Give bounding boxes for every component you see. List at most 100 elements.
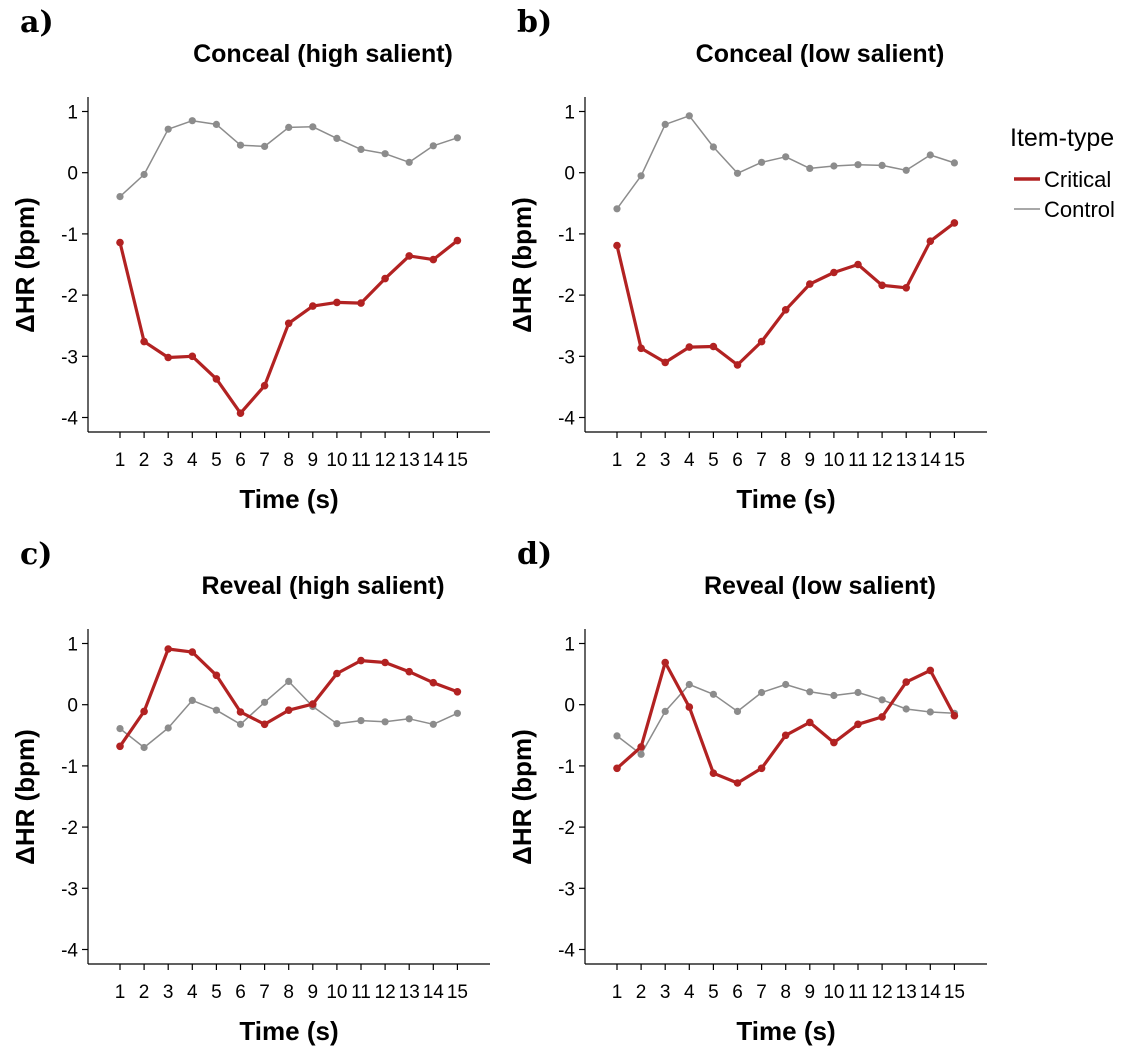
y-tick-label: -2 bbox=[558, 818, 575, 839]
panel-title: Reveal (high salient) bbox=[201, 572, 444, 600]
y-tick-label: -1 bbox=[558, 225, 575, 246]
panel-3: c)Reveal (high salient)10-1-2-3-41 2 3 4 5 6 7… bbox=[10, 537, 490, 1046]
data-point-critical bbox=[381, 274, 389, 283]
data-point-control bbox=[164, 125, 172, 133]
data-point-control bbox=[285, 123, 293, 131]
series-line-control bbox=[616, 683, 955, 756]
panel-1: a)Conceal (high salient)10-1-2-3-41 2 3 4 5 6… bbox=[10, 5, 490, 514]
x-tick-label: 5 bbox=[211, 450, 222, 471]
data-point-control bbox=[733, 707, 742, 715]
x-tick-label: 11 bbox=[351, 982, 371, 1003]
data-point-control bbox=[405, 715, 413, 723]
series-critical bbox=[116, 645, 462, 751]
data-point-control bbox=[116, 193, 124, 201]
data-point-critical bbox=[637, 743, 645, 751]
x-tick-label: 2 bbox=[139, 450, 150, 471]
data-point-control bbox=[188, 696, 196, 704]
data-point-control bbox=[212, 706, 220, 714]
y-tick-label: -3 bbox=[61, 879, 78, 900]
data-point-control bbox=[405, 158, 413, 166]
y-tick-label: 1 bbox=[564, 103, 575, 124]
x-tick-label: 1 bbox=[612, 982, 623, 1003]
x-axis-title: Time (s) bbox=[736, 484, 835, 514]
x-tick-label: 3 bbox=[163, 450, 174, 471]
panel-title: Reveal (low salient) bbox=[704, 572, 936, 600]
data-point-critical bbox=[950, 711, 959, 720]
data-point-critical bbox=[878, 713, 886, 721]
x-tick-label: 7 bbox=[756, 450, 767, 471]
data-point-critical bbox=[140, 337, 148, 346]
data-point-critical bbox=[709, 769, 718, 777]
legend: Item-type Critical Control bbox=[1010, 124, 1115, 222]
legend-label-control: Control bbox=[1044, 197, 1115, 222]
data-point-control bbox=[782, 153, 790, 161]
y-tick-label: -4 bbox=[558, 941, 575, 962]
x-tick-label: 5 bbox=[708, 450, 719, 471]
series-line-critical bbox=[118, 647, 458, 748]
data-point-critical bbox=[685, 343, 694, 351]
data-point-critical bbox=[854, 260, 862, 269]
x-tick-label: 9 bbox=[308, 982, 319, 1003]
series-line-control bbox=[616, 115, 955, 210]
series-critical bbox=[613, 219, 959, 369]
series-critical bbox=[116, 236, 462, 418]
data-point-critical bbox=[116, 238, 124, 247]
x-tick-label: 5 bbox=[211, 982, 222, 1003]
data-point-critical bbox=[405, 667, 414, 676]
data-point-control bbox=[188, 117, 196, 125]
x-tick-label: 11 bbox=[351, 450, 371, 471]
data-point-control bbox=[661, 707, 669, 715]
data-point-control bbox=[830, 162, 838, 170]
legend-title: Item-type bbox=[1010, 124, 1114, 152]
data-point-critical bbox=[164, 353, 172, 362]
y-tick-label: -2 bbox=[558, 286, 575, 307]
data-point-control bbox=[758, 158, 766, 166]
data-point-control bbox=[613, 732, 621, 740]
data-point-critical bbox=[284, 706, 293, 714]
x-tick-label: 9 bbox=[805, 982, 816, 1003]
data-point-critical bbox=[309, 302, 317, 310]
data-point-critical bbox=[830, 268, 838, 277]
x-tick-label: 8 bbox=[283, 450, 294, 471]
data-point-critical bbox=[854, 720, 862, 729]
data-point-control bbox=[613, 205, 621, 213]
data-point-critical bbox=[188, 352, 197, 361]
y-tick-label: -4 bbox=[61, 941, 78, 962]
x-tick-label: 7 bbox=[756, 982, 767, 1003]
data-point-critical bbox=[236, 409, 245, 418]
data-point-control bbox=[661, 120, 669, 128]
data-point-control bbox=[236, 141, 245, 149]
data-point-control bbox=[782, 680, 790, 689]
y-tick-label: 0 bbox=[67, 696, 78, 717]
x-axis-title: Time (s) bbox=[736, 1016, 835, 1046]
x-tick-label: 12 bbox=[375, 450, 396, 471]
data-point-critical bbox=[781, 731, 790, 740]
data-point-critical bbox=[140, 707, 148, 716]
y-axis-title: ΔHR (bpm) bbox=[507, 729, 537, 865]
x-tick-label: 14 bbox=[423, 982, 445, 1003]
data-point-control bbox=[116, 725, 124, 733]
series-control bbox=[116, 117, 461, 201]
x-axis-title: Time (s) bbox=[239, 1016, 338, 1046]
data-point-control bbox=[709, 143, 717, 151]
data-point-critical bbox=[733, 779, 742, 787]
data-point-critical bbox=[878, 281, 886, 290]
data-point-critical bbox=[164, 645, 172, 653]
data-point-critical bbox=[806, 280, 814, 288]
x-tick-label: 10 bbox=[326, 450, 347, 471]
data-point-control bbox=[333, 720, 341, 728]
x-tick-label: 13 bbox=[896, 982, 917, 1003]
series-control bbox=[613, 680, 958, 758]
y-tick-label: -3 bbox=[558, 347, 575, 368]
data-point-control bbox=[806, 688, 814, 696]
x-tick-label: 1 bbox=[612, 450, 623, 471]
x-tick-label: 3 bbox=[163, 982, 174, 1003]
x-tick-label: 3 bbox=[660, 982, 671, 1003]
data-point-control bbox=[453, 134, 461, 142]
data-point-control bbox=[357, 145, 365, 153]
x-tick-label: 15 bbox=[944, 982, 965, 1003]
x-axis-title: Time (s) bbox=[239, 484, 338, 514]
data-point-critical bbox=[757, 337, 766, 346]
data-point-critical bbox=[236, 708, 245, 716]
